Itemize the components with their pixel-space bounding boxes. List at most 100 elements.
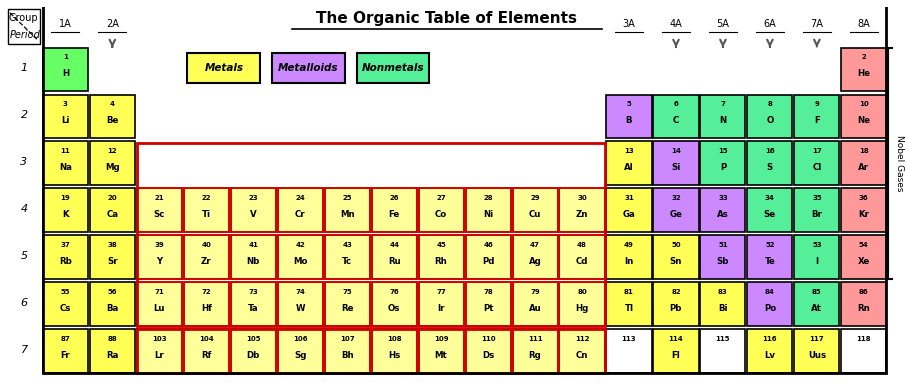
Bar xyxy=(43,236,88,278)
Bar xyxy=(90,236,135,278)
Text: 30: 30 xyxy=(577,195,587,201)
Bar xyxy=(465,282,511,326)
Bar xyxy=(7,9,40,44)
Bar xyxy=(795,188,839,232)
Bar xyxy=(842,188,886,232)
Text: N: N xyxy=(719,116,727,125)
Text: 85: 85 xyxy=(812,289,822,295)
Text: 44: 44 xyxy=(389,242,399,248)
Text: Li: Li xyxy=(61,116,70,125)
Text: 2: 2 xyxy=(21,110,27,120)
Bar xyxy=(465,236,511,278)
Bar xyxy=(747,329,793,373)
Text: 49: 49 xyxy=(624,242,634,248)
Text: Sr: Sr xyxy=(107,257,118,266)
Text: Re: Re xyxy=(341,304,354,313)
Text: 114: 114 xyxy=(668,336,683,342)
Bar xyxy=(795,329,839,373)
Bar xyxy=(230,329,276,373)
Bar xyxy=(184,329,229,373)
Bar xyxy=(137,188,181,232)
Text: 3: 3 xyxy=(21,157,27,167)
Text: Pd: Pd xyxy=(482,257,494,266)
Text: 1A: 1A xyxy=(59,19,72,29)
Text: Cd: Cd xyxy=(576,257,589,266)
Text: Lu: Lu xyxy=(153,304,165,313)
Text: Au: Au xyxy=(529,304,541,313)
Bar xyxy=(607,95,651,138)
Text: Hs: Hs xyxy=(388,351,400,360)
Text: 4: 4 xyxy=(21,204,27,214)
Bar xyxy=(90,188,135,232)
Text: 16: 16 xyxy=(766,148,775,154)
Text: 112: 112 xyxy=(575,336,590,342)
Text: 22: 22 xyxy=(201,195,211,201)
Text: 29: 29 xyxy=(531,195,540,201)
Text: Cn: Cn xyxy=(576,351,589,360)
Text: V: V xyxy=(250,210,257,219)
Text: 7: 7 xyxy=(720,101,726,107)
Text: 27: 27 xyxy=(436,195,446,201)
Bar xyxy=(230,188,276,232)
Text: Lv: Lv xyxy=(765,351,775,360)
Text: Lr: Lr xyxy=(154,351,164,360)
Text: 37: 37 xyxy=(61,242,70,248)
Text: 34: 34 xyxy=(765,195,775,201)
Bar xyxy=(325,282,370,326)
Text: Metals: Metals xyxy=(204,63,243,73)
Text: 108: 108 xyxy=(387,336,402,342)
Text: The Organic Table of Elements: The Organic Table of Elements xyxy=(317,11,578,26)
Text: Mn: Mn xyxy=(340,210,355,219)
Text: 19: 19 xyxy=(61,195,70,201)
Bar xyxy=(325,188,370,232)
Text: Be: Be xyxy=(106,116,119,125)
Text: Mg: Mg xyxy=(105,163,120,172)
Bar xyxy=(653,95,698,138)
Text: B: B xyxy=(626,116,632,125)
Text: Rg: Rg xyxy=(529,351,541,360)
Text: Rb: Rb xyxy=(59,257,72,266)
Bar xyxy=(43,282,88,326)
Text: 31: 31 xyxy=(624,195,634,201)
Text: 109: 109 xyxy=(434,336,448,342)
Bar xyxy=(137,329,181,373)
Text: Mt: Mt xyxy=(434,351,447,360)
Text: Al: Al xyxy=(624,163,634,172)
Bar xyxy=(137,282,181,326)
Bar xyxy=(607,282,651,326)
Bar xyxy=(278,188,323,232)
Bar xyxy=(795,95,839,138)
Bar xyxy=(137,329,605,373)
Text: Ag: Ag xyxy=(529,257,541,266)
Bar xyxy=(653,141,698,185)
Bar xyxy=(184,282,229,326)
Text: Sb: Sb xyxy=(717,257,729,266)
Text: 3A: 3A xyxy=(622,19,636,29)
Text: H: H xyxy=(62,69,69,79)
Text: Mo: Mo xyxy=(293,257,307,266)
Bar xyxy=(560,282,605,326)
Bar xyxy=(188,53,260,83)
Text: 5: 5 xyxy=(627,101,631,107)
Bar xyxy=(465,188,511,232)
Text: 21: 21 xyxy=(154,195,164,201)
Text: O: O xyxy=(766,116,774,125)
Text: Ds: Ds xyxy=(482,351,494,360)
Text: 80: 80 xyxy=(577,289,587,295)
Bar xyxy=(560,236,605,278)
Text: 77: 77 xyxy=(436,289,446,295)
Text: Bh: Bh xyxy=(341,351,354,360)
Text: 2: 2 xyxy=(862,54,866,61)
Text: Cu: Cu xyxy=(529,210,541,219)
Text: Pb: Pb xyxy=(669,304,682,313)
Bar xyxy=(512,329,558,373)
Text: Y: Y xyxy=(156,257,162,266)
Text: Db: Db xyxy=(247,351,260,360)
Text: 6: 6 xyxy=(674,101,678,107)
Bar xyxy=(272,53,345,83)
Text: 23: 23 xyxy=(249,195,258,201)
Text: Nonmetals: Nonmetals xyxy=(362,63,424,73)
Text: 87: 87 xyxy=(61,336,70,342)
Text: 12: 12 xyxy=(108,148,117,154)
Text: 54: 54 xyxy=(859,242,869,248)
